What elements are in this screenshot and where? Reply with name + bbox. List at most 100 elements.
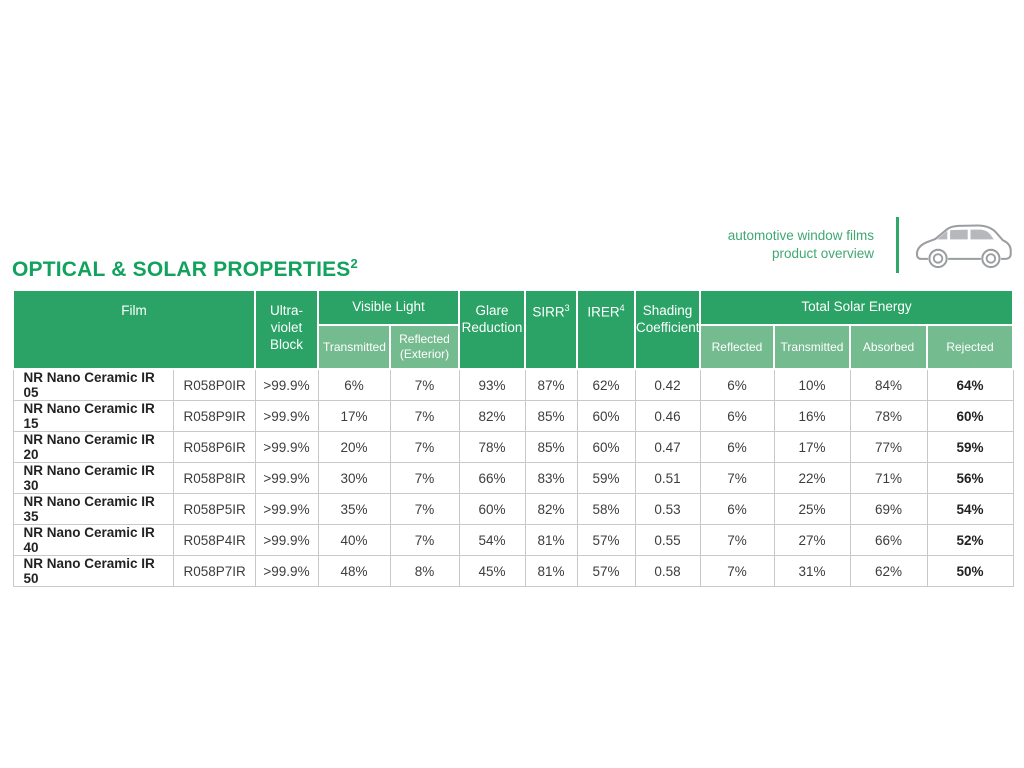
cell-tse-transmitted: 17% — [773, 431, 851, 463]
page-title-text: OPTICAL & SOLAR PROPERTIES — [12, 258, 351, 281]
cell-irer: 62% — [576, 368, 636, 401]
cell-sirr: 82% — [524, 493, 578, 525]
cell-tse-transmitted: 22% — [773, 462, 851, 494]
header-irer: IRER4 — [576, 289, 636, 370]
cell-visible-light-transmitted: 35% — [317, 493, 391, 525]
cell-tse-reflected: 7% — [699, 524, 775, 556]
cell-glare-reduction: 82% — [458, 400, 526, 432]
table-row: NR Nano Ceramic IR 05 R058P0IR >99.9% 6% 7% 9… — [12, 368, 1014, 401]
header-sirr: SIRR3 — [524, 289, 578, 370]
cell-film-name: NR Nano Ceramic IR 20 — [12, 431, 174, 463]
cell-film-code: R058P4IR — [172, 524, 256, 556]
cell-shading-coefficient: 0.46 — [634, 400, 701, 432]
cell-sirr: 85% — [524, 400, 578, 432]
cell-film-name: NR Nano Ceramic IR 05 — [12, 368, 174, 401]
cell-irer: 58% — [576, 493, 636, 525]
cell-uv-block: >99.9% — [254, 524, 319, 556]
cell-sirr: 87% — [524, 368, 578, 401]
cell-tse-reflected: 6% — [699, 400, 775, 432]
header-irer-footnote-marker: 4 — [619, 303, 625, 313]
cell-uv-block: >99.9% — [254, 368, 319, 401]
cell-irer: 60% — [576, 400, 636, 432]
cell-glare-reduction: 45% — [458, 555, 526, 587]
cell-irer: 59% — [576, 462, 636, 494]
header-film: Film — [12, 289, 256, 370]
cell-shading-coefficient: 0.47 — [634, 431, 701, 463]
cell-uv-block: >99.9% — [254, 400, 319, 432]
vertical-divider — [896, 217, 899, 273]
optical-solar-properties-table: Film Ultra-violet Block Visible Light Gl… — [12, 289, 1014, 587]
cell-uv-block: >99.9% — [254, 555, 319, 587]
cell-glare-reduction: 66% — [458, 462, 526, 494]
cell-film-name: NR Nano Ceramic IR 35 — [12, 493, 174, 525]
cell-uv-block: >99.9% — [254, 493, 319, 525]
cell-visible-light-reflected: 8% — [389, 555, 460, 587]
cell-uv-block: >99.9% — [254, 462, 319, 494]
table-row: NR Nano Ceramic IR 15 R058P9IR >99.9% 17% 7%… — [12, 400, 1014, 432]
cell-tse-transmitted: 16% — [773, 400, 851, 432]
header-vl-reflected-exterior: Reflected (Exterior) — [389, 324, 460, 370]
cell-irer: 57% — [576, 555, 636, 587]
cell-sirr: 81% — [524, 524, 578, 556]
cell-film-code: R058P8IR — [172, 462, 256, 494]
cell-tse-rejected: 52% — [926, 524, 1014, 556]
header-tse-absorbed: Absorbed — [849, 324, 928, 370]
header-visible-light: Visible Light — [317, 289, 460, 326]
cell-glare-reduction: 60% — [458, 493, 526, 525]
cell-sirr: 83% — [524, 462, 578, 494]
cell-film-name: NR Nano Ceramic IR 30 — [12, 462, 174, 494]
cell-visible-light-transmitted: 17% — [317, 400, 391, 432]
cell-film-code: R058P6IR — [172, 431, 256, 463]
cell-film-code: R058P7IR — [172, 555, 256, 587]
page-title: OPTICAL & SOLAR PROPERTIES2 — [12, 256, 358, 282]
header-total-solar-energy: Total Solar Energy — [699, 289, 1014, 326]
cell-tse-transmitted: 31% — [773, 555, 851, 587]
header-vl-transmitted: Transmitted — [317, 324, 391, 370]
cell-visible-light-reflected: 7% — [389, 368, 460, 401]
header-sirr-label: SIRR — [532, 304, 565, 320]
cell-irer: 60% — [576, 431, 636, 463]
cell-tse-absorbed: 77% — [849, 431, 928, 463]
cell-shading-coefficient: 0.58 — [634, 555, 701, 587]
brand-tagline-line1: automotive window films — [727, 227, 874, 243]
cell-shading-coefficient: 0.51 — [634, 462, 701, 494]
cell-shading-coefficient: 0.55 — [634, 524, 701, 556]
table-row: NR Nano Ceramic IR 35 R058P5IR >99.9% 35% 7%… — [12, 493, 1014, 525]
cell-visible-light-reflected: 7% — [389, 524, 460, 556]
cell-tse-absorbed: 62% — [849, 555, 928, 587]
cell-tse-absorbed: 66% — [849, 524, 928, 556]
cell-tse-transmitted: 10% — [773, 368, 851, 401]
cell-film-code: R058P0IR — [172, 368, 256, 401]
cell-tse-reflected: 6% — [699, 493, 775, 525]
cell-visible-light-transmitted: 30% — [317, 462, 391, 494]
cell-shading-coefficient: 0.42 — [634, 368, 701, 401]
cell-uv-block: >99.9% — [254, 431, 319, 463]
cell-visible-light-transmitted: 6% — [317, 368, 391, 401]
cell-visible-light-reflected: 7% — [389, 493, 460, 525]
cell-tse-reflected: 7% — [699, 462, 775, 494]
cell-film-name: NR Nano Ceramic IR 50 — [12, 555, 174, 587]
cell-tse-absorbed: 69% — [849, 493, 928, 525]
brand-tagline: automotive window films product overview — [728, 227, 874, 263]
cell-tse-rejected: 54% — [926, 493, 1014, 525]
cell-tse-transmitted: 27% — [773, 524, 851, 556]
cell-visible-light-reflected: 7% — [389, 462, 460, 494]
cell-glare-reduction: 54% — [458, 524, 526, 556]
table-row: NR Nano Ceramic IR 30 R058P8IR >99.9% 30% 7%… — [12, 462, 1014, 494]
page-title-footnote-marker: 2 — [350, 256, 358, 271]
cell-visible-light-transmitted: 48% — [317, 555, 391, 587]
cell-film-code: R058P9IR — [172, 400, 256, 432]
cell-visible-light-transmitted: 20% — [317, 431, 391, 463]
cell-film-name: NR Nano Ceramic IR 15 — [12, 400, 174, 432]
cell-tse-rejected: 50% — [926, 555, 1014, 587]
cell-glare-reduction: 78% — [458, 431, 526, 463]
cell-tse-rejected: 56% — [926, 462, 1014, 494]
cell-sirr: 81% — [524, 555, 578, 587]
cell-tse-absorbed: 78% — [849, 400, 928, 432]
cell-shading-coefficient: 0.53 — [634, 493, 701, 525]
header-irer-label: IRER — [587, 304, 620, 320]
table-row: NR Nano Ceramic IR 20 R058P6IR >99.9% 20% 7%… — [12, 431, 1014, 463]
header-glare-reduction: Glare Reduction — [458, 289, 526, 370]
cell-glare-reduction: 93% — [458, 368, 526, 401]
brand-tagline-line2: product overview — [771, 246, 874, 261]
